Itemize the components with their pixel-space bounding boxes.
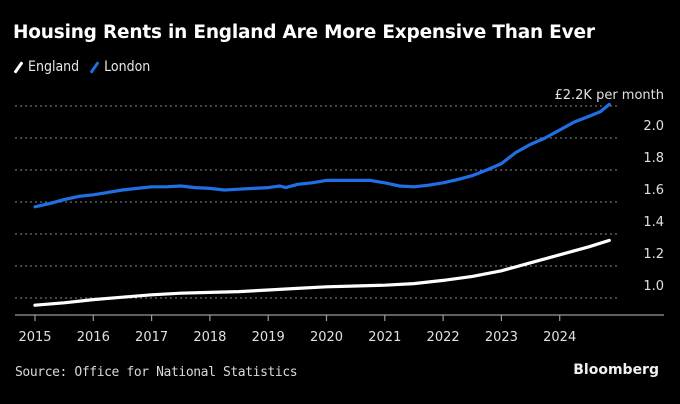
x-tick-label: 2022	[427, 330, 460, 345]
x-tick-label: 2019	[252, 330, 285, 345]
series-line-england	[33, 238, 611, 307]
x-tick-label: 2016	[77, 330, 110, 345]
x-tick-label: 2021	[368, 330, 401, 345]
y-tick-label: 1.0	[643, 279, 664, 294]
y-tick-label: 1.2	[643, 247, 664, 262]
y-tick-label: 1.6	[643, 183, 664, 198]
source-note: Source: Office for National Statistics	[15, 365, 298, 380]
x-tick-label: 2020	[310, 330, 343, 345]
x-tick-label: 2024	[543, 330, 576, 345]
legend-label-london: London	[104, 59, 151, 75]
x-axis: 2015 2016 2017 2018 2019 2020 2021 2022 2023 2024	[15, 314, 664, 345]
brand-logo: Bloomberg	[573, 362, 659, 378]
legend-label-england: England	[28, 59, 80, 75]
x-tick-label: 2015	[18, 330, 51, 345]
legend-item-london: London	[89, 59, 150, 75]
y-tick-label: 2.0	[643, 119, 664, 134]
gridlines	[15, 105, 620, 299]
x-tick-label: 2017	[135, 330, 168, 345]
legend-item-england: England	[13, 59, 79, 75]
x-tick-label: 2023	[485, 330, 518, 345]
legend: England London	[13, 59, 160, 75]
y-axis-labels: 1.0 1.2 1.4 1.6 1.8 2.0	[643, 119, 664, 294]
series-line-london	[33, 102, 611, 209]
chart-title: Housing Rents in England Are More Expens…	[13, 22, 595, 43]
y-tick-label: 1.4	[643, 215, 664, 230]
unit-annotation: £2.2K per month	[554, 88, 664, 103]
series-lines	[33, 102, 611, 307]
x-tick-label: 2018	[193, 330, 226, 345]
y-tick-label: 1.8	[643, 151, 664, 166]
